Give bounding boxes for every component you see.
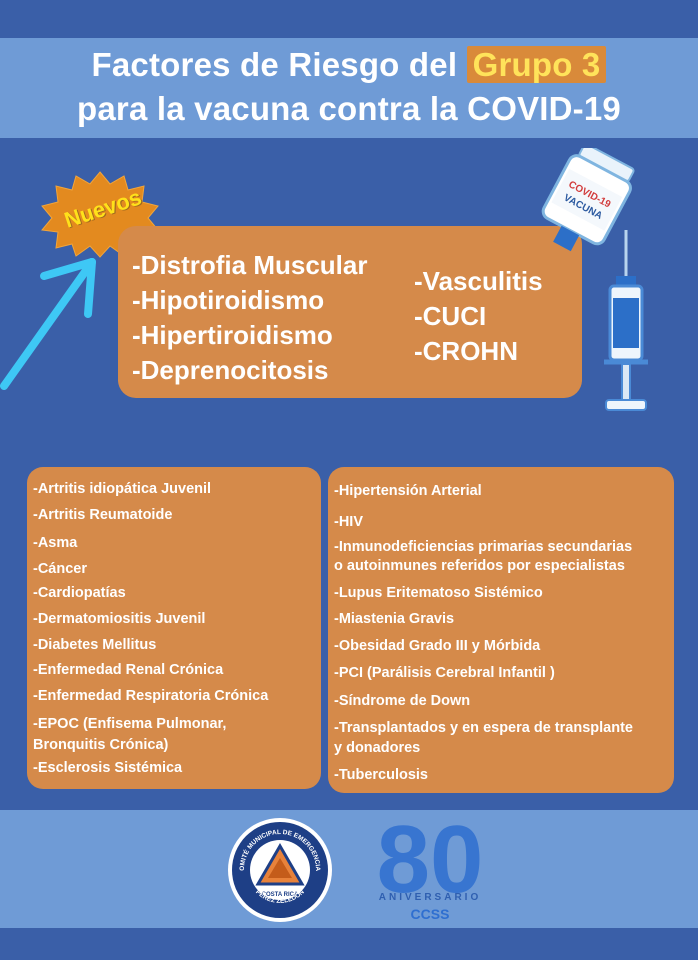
list-item: -Síndrome de Down	[334, 693, 471, 709]
new-conditions-col-2: -Vasculitis -CUCI -CROHN	[414, 264, 543, 369]
new-condition-item: -Vasculitis	[414, 266, 543, 296]
vaccine-syringe-icon: COVID-19 VACUNA	[541, 148, 648, 411]
ccss-label: CCSS	[410, 906, 450, 922]
footer-bottom-strip	[0, 928, 698, 960]
list-item: -Inmunodeficiencias primarias secundaria…	[334, 539, 633, 555]
list-item: -Cáncer	[33, 561, 87, 577]
new-condition-item: -Hipotiroidismo	[132, 285, 325, 315]
new-conditions-col-1: -Distrofia Muscular -Hipotiroidismo -Hip…	[132, 248, 368, 388]
new-condition-item: -Deprenocitosis	[132, 355, 329, 385]
risk-list-right: -Hipertensión Arterial -HIV -Inmunodefic…	[328, 467, 674, 793]
list-item: -Asma	[33, 535, 78, 551]
list-item: -Cardiopatías	[33, 585, 126, 601]
list-item: -Dermatomiositis Juvenil	[33, 611, 206, 627]
new-condition-item: -Hipertiroidismo	[132, 320, 333, 350]
list-item: -Transplantados y en espera de transplan…	[334, 720, 633, 736]
title-line-2: para la vacuna contra la COVID-19	[77, 90, 621, 127]
list-item: -HIV	[334, 514, 363, 530]
new-condition-item: -CUCI	[414, 301, 487, 331]
list-item: -PCI (Parálisis Cerebral Infantil )	[334, 665, 555, 681]
ccss-80-aniversario-logo: 80	[377, 812, 484, 913]
list-item: o autoinmunes referidos por especialista…	[334, 558, 625, 574]
svg-text:80: 80	[377, 812, 484, 913]
emergency-committee-seal-icon: COMITÉ MUNICIPAL DE EMERGENCIAS COSTA RI…	[226, 816, 332, 922]
list-item: -Enfermedad Renal Crónica	[33, 662, 224, 678]
list-item: -Esclerosis Sistémica	[33, 760, 183, 776]
list-item: -Artritis Reumatoide	[33, 507, 173, 523]
list-item: -Obesidad Grado III y Mórbida	[334, 638, 541, 654]
list-item: -Miastenia Gravis	[334, 611, 455, 627]
list-item: y donadores	[334, 740, 421, 756]
title-text: Factores de Riesgo del	[91, 46, 458, 83]
risk-list-left: -Artritis idiopática Juvenil -Artritis R…	[27, 467, 321, 789]
title-highlight: Grupo 3	[466, 46, 607, 83]
new-condition-item: -CROHN	[414, 336, 518, 366]
svg-text:COSTA RICA: COSTA RICA	[262, 892, 299, 898]
title-line-1: Factores de Riesgo del Grupo 3	[0, 46, 698, 84]
footer-band	[0, 810, 698, 928]
list-item: -Hipertensión Arterial	[334, 483, 482, 499]
list-item: -Enfermedad Respiratoria Crónica	[33, 688, 269, 704]
aniversario-label: ANIVERSARIO	[378, 892, 482, 903]
new-conditions-box	[118, 226, 582, 398]
list-item: -Diabetes Mellitus	[33, 637, 157, 653]
arrow-icon	[0, 258, 96, 390]
list-item: Bronquitis Crónica)	[33, 737, 169, 753]
list-item: -Tuberculosis	[334, 767, 428, 783]
list-item: -Artritis idiopática Juvenil	[33, 481, 212, 497]
new-condition-item: -Distrofia Muscular	[132, 250, 368, 280]
list-item: -Lupus Eritematoso Sistémico	[334, 585, 543, 601]
list-item: -EPOC (Enfisema Pulmonar,	[33, 716, 227, 732]
